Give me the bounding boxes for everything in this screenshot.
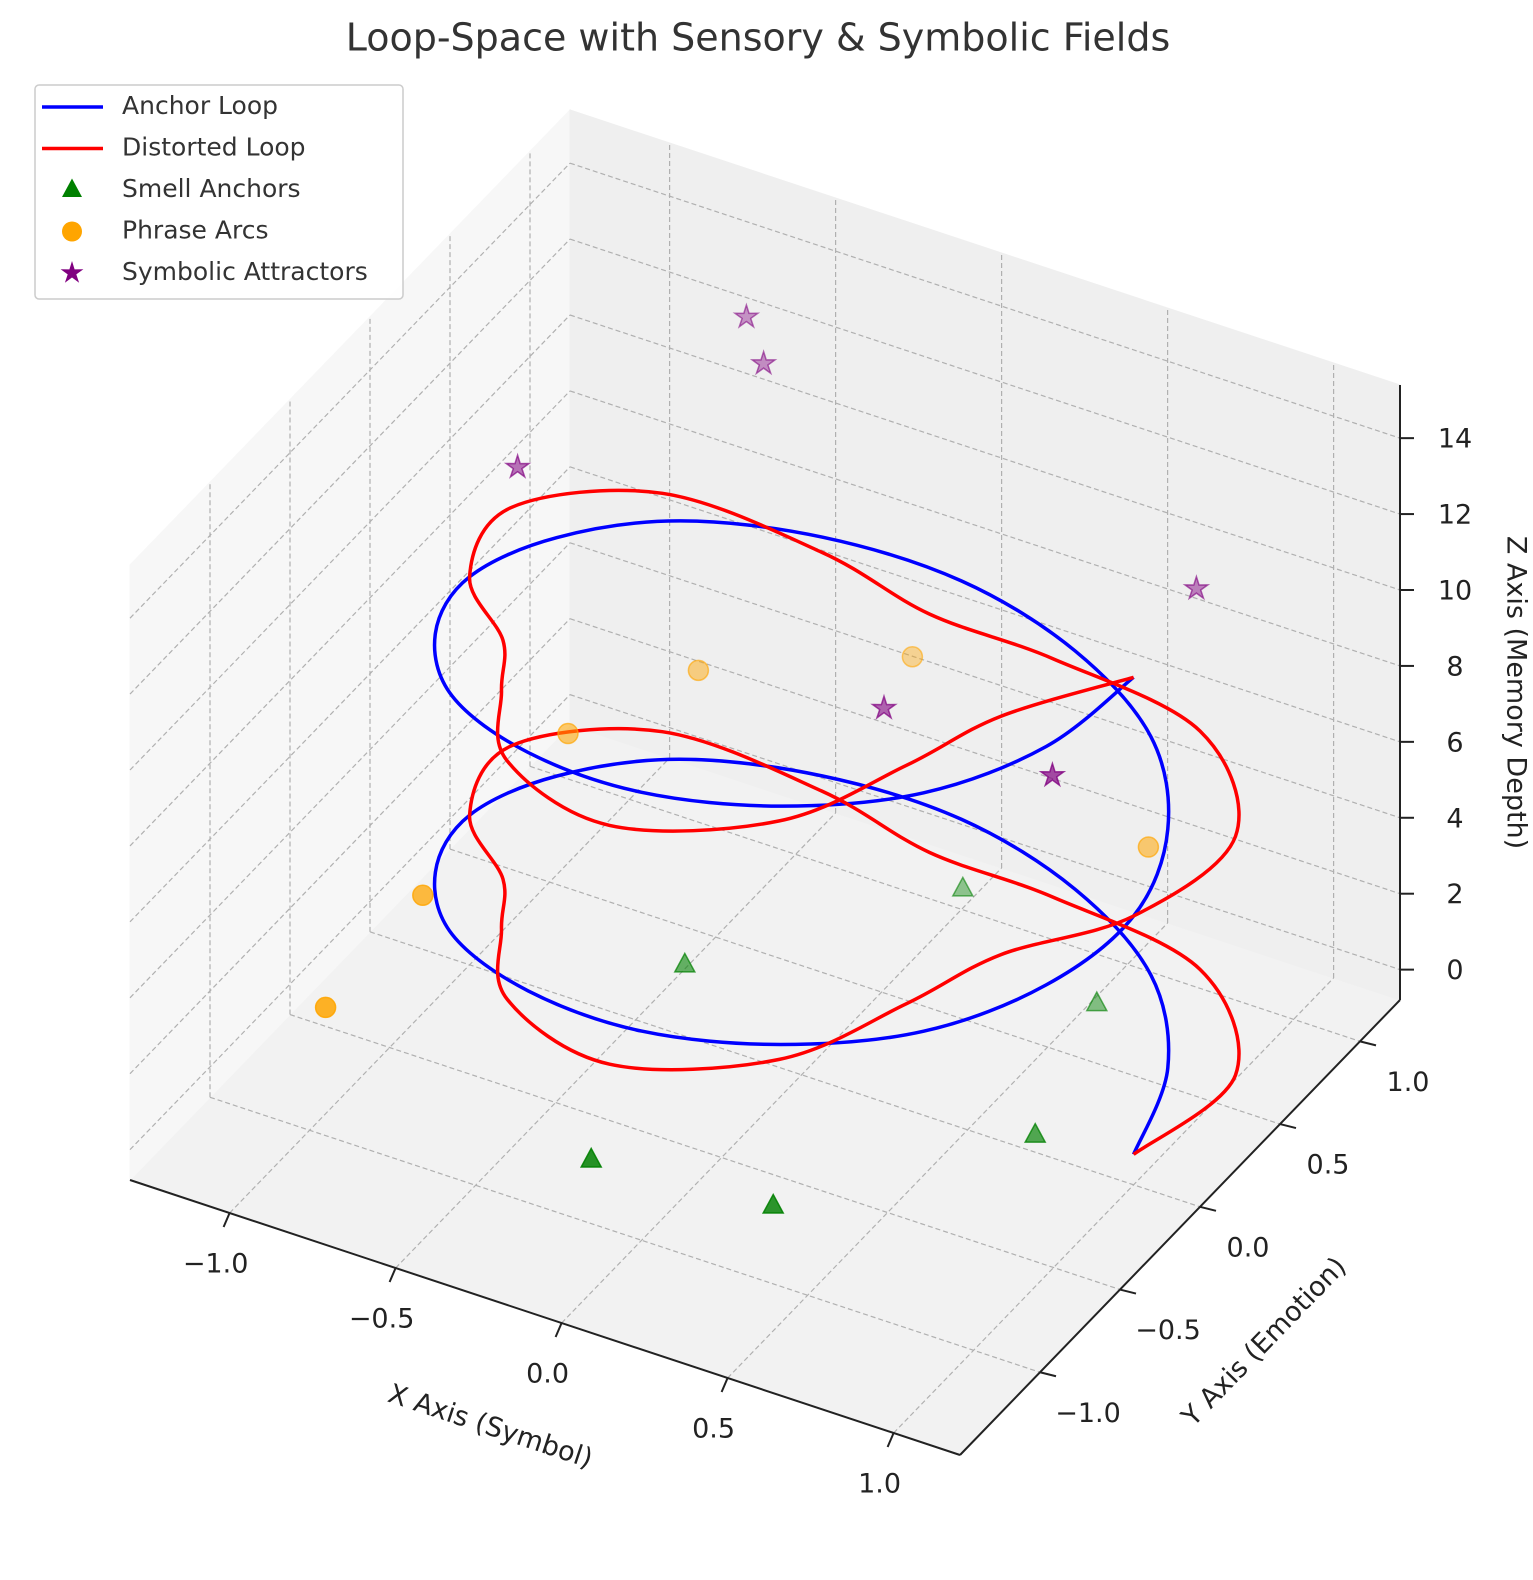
data-point xyxy=(870,693,898,720)
grid-line xyxy=(129,238,571,695)
data-point xyxy=(687,659,710,682)
z-tick-label: 12 xyxy=(1438,500,1472,531)
z-tick-label: 10 xyxy=(1438,576,1472,607)
grid-line xyxy=(129,694,571,1151)
y-tick-label: 0.5 xyxy=(1307,1150,1350,1181)
legend-handle xyxy=(62,178,82,197)
grid-line xyxy=(229,757,671,1214)
x-tick-label: 0.5 xyxy=(692,1414,735,1445)
y-tick xyxy=(1359,1040,1377,1047)
legend-label: Anchor Loop xyxy=(122,91,278,120)
chart-title: Loop-Space with Sensory & Symbolic Field… xyxy=(346,16,1171,60)
data-point xyxy=(761,1192,785,1214)
y-tick-label: 1.0 xyxy=(1387,1067,1430,1098)
y-axis-label: Y Axis (Emotion) xyxy=(1175,1251,1352,1433)
grid-line xyxy=(569,618,1401,895)
data-point xyxy=(1023,1122,1047,1143)
grid-line xyxy=(129,314,571,771)
z-tick-label: 6 xyxy=(1446,727,1463,758)
data-point xyxy=(557,722,579,745)
grid-line xyxy=(129,618,571,1075)
y-tick xyxy=(1119,1288,1137,1295)
grid-line xyxy=(893,977,1335,1434)
data-point xyxy=(579,1146,603,1168)
legend-label: Phrase Arcs xyxy=(122,216,268,245)
y-tick-label: −1.0 xyxy=(1055,1398,1121,1429)
legend-label: Distorted Loop xyxy=(122,133,306,162)
grid-line xyxy=(129,390,571,847)
grid-line xyxy=(727,922,1169,1379)
grid-line xyxy=(569,314,1401,591)
data-point xyxy=(951,875,975,897)
grid-line xyxy=(561,867,1003,1324)
data-point xyxy=(1137,836,1160,858)
y-tick xyxy=(1279,1123,1297,1130)
data-point xyxy=(1038,760,1067,788)
axis-line xyxy=(959,999,1401,1456)
y-tick xyxy=(1039,1371,1057,1378)
grid-line xyxy=(129,542,571,999)
y-tick-label: −0.5 xyxy=(1135,1315,1201,1346)
data-line xyxy=(467,488,1241,1156)
grid-line xyxy=(289,1013,1121,1291)
grid-line xyxy=(209,1096,1041,1373)
grid-line xyxy=(569,694,1401,971)
z-tick-label: 14 xyxy=(1438,424,1472,455)
z-tick-label: 2 xyxy=(1446,879,1463,910)
data-point xyxy=(732,302,761,329)
x-tick-label: 0.0 xyxy=(526,1359,569,1390)
data-point xyxy=(749,349,778,376)
x-tick xyxy=(222,1212,231,1228)
z-axis-label: Z Axis (Memory Depth) xyxy=(1501,536,1532,849)
legend-handle xyxy=(62,221,82,242)
x-tick-label: −1.0 xyxy=(183,1249,249,1280)
z-tick-label: 4 xyxy=(1446,803,1463,834)
z-tick-label: 8 xyxy=(1446,651,1463,682)
x-tick xyxy=(388,1267,397,1283)
x-axis-label: X Axis (Symbol) xyxy=(384,1378,596,1474)
y-tick-label: 0.0 xyxy=(1227,1232,1270,1263)
legend-label: Symbolic Attractors xyxy=(122,257,368,286)
data-point xyxy=(673,951,697,973)
x-tick-label: 1.0 xyxy=(858,1469,901,1500)
z-tick-label: 0 xyxy=(1446,955,1463,986)
grid-line xyxy=(395,812,837,1269)
data-point xyxy=(412,884,434,907)
legend-label: Smell Anchors xyxy=(122,174,301,203)
data-point xyxy=(901,646,924,668)
y-tick xyxy=(1199,1205,1217,1212)
grid-line xyxy=(129,162,571,619)
legend-box xyxy=(34,84,404,300)
x-tick xyxy=(886,1432,895,1448)
grid-line xyxy=(129,466,571,923)
x-tick xyxy=(554,1322,563,1338)
grid-line xyxy=(449,848,1281,1125)
legend-handle xyxy=(60,261,84,283)
axis-line xyxy=(129,1179,961,1456)
grid-line xyxy=(569,542,1401,819)
data-point xyxy=(1182,574,1211,601)
grid-line xyxy=(569,390,1401,667)
grid-line xyxy=(569,162,1401,439)
data-point xyxy=(314,996,337,1019)
legend: Anchor Loop Distorted Loop Smell Anchors Ph… xyxy=(34,84,404,300)
grid-line xyxy=(369,931,1201,1208)
grid-line xyxy=(569,238,1401,515)
x-tick-label: −0.5 xyxy=(349,1304,415,1335)
data-point xyxy=(503,452,532,479)
data-point xyxy=(1085,990,1109,1012)
x-tick xyxy=(720,1377,729,1393)
grid-line xyxy=(569,466,1401,743)
